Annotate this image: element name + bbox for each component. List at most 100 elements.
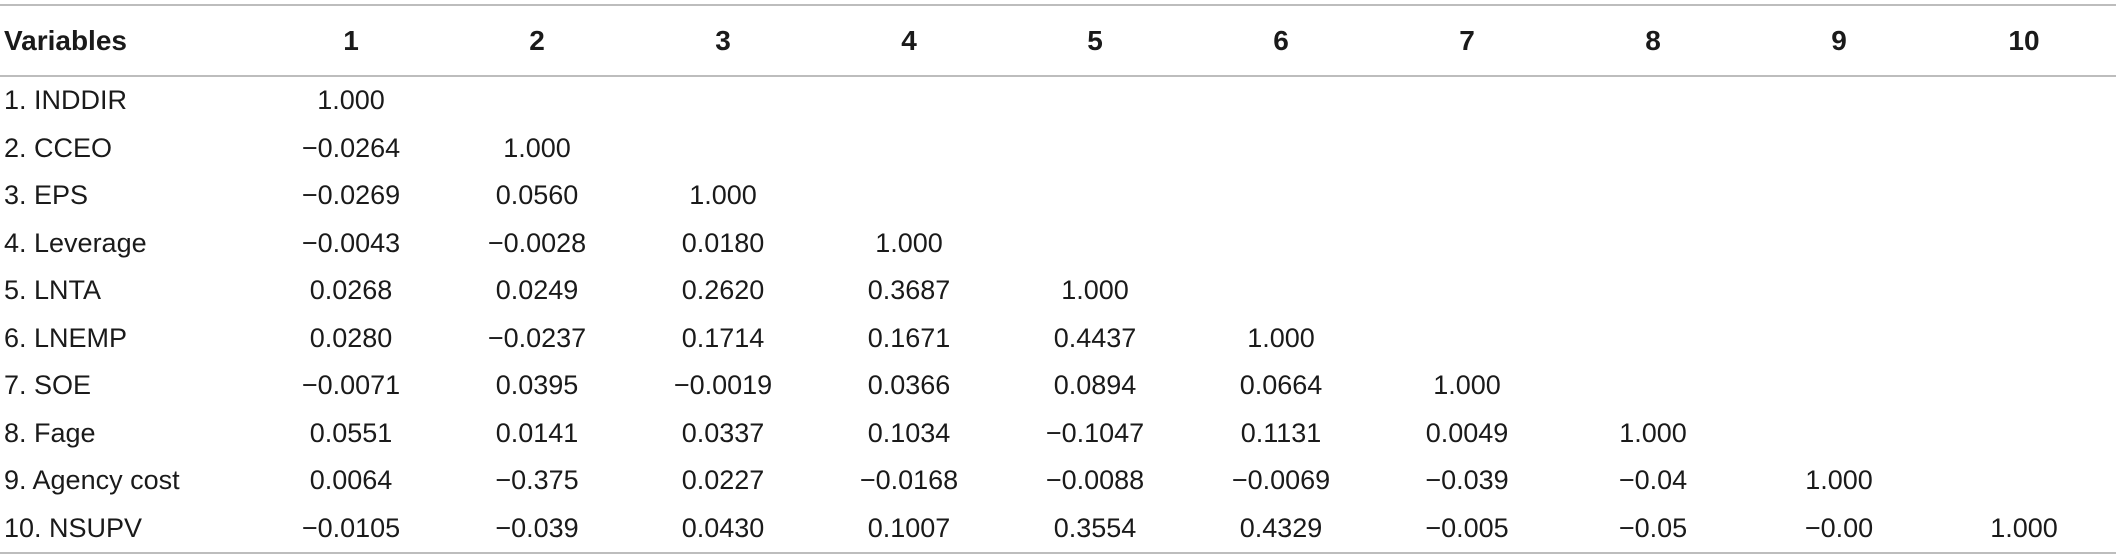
correlation-cell: 0.0280 (309, 322, 393, 353)
correlation-cell (1560, 76, 1746, 125)
correlation-cell (816, 125, 1002, 173)
correlation-cell (1932, 125, 2116, 173)
correlation-cell: −0.0269 (301, 180, 401, 211)
correlation-cell: −0.0168 (859, 465, 959, 496)
correlation-cell (1932, 172, 2116, 220)
correlation-cell (630, 125, 816, 173)
table-row: 5. LNTA 0.0268 0.0249 0.2620 0.3687 1.000 (0, 267, 2116, 315)
row-label-variable: 5. LNTA (4, 275, 102, 306)
correlation-cell (1002, 125, 1188, 173)
correlation-cell: −0.0069 (1231, 465, 1331, 496)
correlation-cell (1746, 267, 1932, 315)
correlation-cell: −0.05 (1560, 504, 1746, 554)
column-header-7: 7 (1374, 4, 1560, 77)
correlation-cell (1374, 172, 1560, 220)
correlation-cell: 0.0560 (495, 180, 579, 211)
column-header-8: 8 (1560, 4, 1746, 77)
correlation-cell: 0.0664 (1239, 370, 1323, 401)
row-label-variable: 10. NSUPV (0, 504, 258, 554)
correlation-cell (1932, 362, 2116, 410)
correlation-cell: 0.0180 (681, 227, 765, 258)
correlation-cell: −0.0071 (301, 370, 401, 401)
column-header-3: 3 (630, 4, 816, 77)
correlation-cell: 1.000 (1247, 322, 1315, 353)
correlation-cell: 0.0249 (495, 275, 579, 306)
correlation-cell (1560, 125, 1746, 173)
table-row: 3. EPS −0.0269 0.0560 1.000 (0, 172, 2116, 220)
correlation-cell (1932, 457, 2116, 505)
column-header-9: 9 (1746, 4, 1932, 77)
correlation-cell (1746, 172, 1932, 220)
correlation-cell: 0.1714 (681, 322, 765, 353)
correlation-cell (1188, 125, 1374, 173)
correlation-cell (1746, 315, 1932, 363)
table-row: 1. INDDIR 1.000 (0, 76, 2116, 125)
correlation-cell: −0.0264 (301, 132, 401, 163)
row-label-variable: 8. Fage (4, 417, 96, 448)
correlation-cell: 0.1671 (867, 322, 951, 353)
column-header-1: 1 (258, 4, 444, 77)
correlation-cell: −0.0088 (1045, 465, 1145, 496)
correlation-cell: 1.000 (689, 180, 757, 211)
correlation-cell: 0.0395 (495, 370, 579, 401)
table-row: 10. NSUPV −0.0105 −0.039 0.0430 0.1007 0.3554… (0, 504, 2116, 554)
correlation-cell (1188, 172, 1374, 220)
correlation-cell: 0.0227 (681, 465, 765, 496)
correlation-cell: 0.0551 (309, 417, 393, 448)
correlation-cell (816, 172, 1002, 220)
correlation-cell: −0.375 (495, 465, 579, 496)
table-row: 9. Agency cost 0.0064 −0.375 0.0227 −0.0168 −… (0, 457, 2116, 505)
correlation-cell: 1.000 (1433, 370, 1501, 401)
table-row: 6. LNEMP 0.0280 −0.0237 0.1714 0.1671 0.4437 1… (0, 315, 2116, 363)
correlation-cell: 0.1131 (1240, 417, 1322, 448)
correlation-cell: 0.0049 (1425, 417, 1509, 448)
correlation-cell (1374, 220, 1560, 268)
correlation-cell (1932, 220, 2116, 268)
table-body: 1. INDDIR 1.000 2. CCEO −0.0264 1.000 3. EPS −… (0, 76, 2116, 554)
correlation-cell (1188, 76, 1374, 125)
correlation-cell (1560, 172, 1746, 220)
row-label-variable: 4. Leverage (4, 227, 147, 258)
correlation-cell (1374, 315, 1560, 363)
correlation-cell: 1.000 (1061, 275, 1129, 306)
table-row: 8. Fage 0.0551 0.0141 0.0337 0.1034 −0.1047 0.… (0, 410, 2116, 458)
row-label-variable: 1. INDDIR (4, 85, 128, 116)
correlation-cell (1746, 76, 1932, 125)
correlation-cell: 0.0268 (309, 275, 393, 306)
column-header-variables: Variables (0, 4, 258, 77)
correlation-cell: 1.000 (503, 132, 571, 163)
correlation-cell: 0.4329 (1188, 504, 1374, 554)
correlation-cell: 0.3554 (1002, 504, 1188, 554)
correlation-cell: 1.000 (1619, 417, 1687, 448)
correlation-cell: −0.039 (1425, 465, 1509, 496)
correlation-cell (1560, 315, 1746, 363)
table-row: 4. Leverage −0.0043 −0.0028 0.0180 1.000 (0, 220, 2116, 268)
correlation-cell (1932, 267, 2116, 315)
correlation-cell: 0.4437 (1053, 322, 1137, 353)
row-label-variable: 2. CCEO (4, 132, 113, 163)
correlation-cell (1188, 267, 1374, 315)
correlation-cell: 1.000 (875, 227, 943, 258)
correlation-cell: −0.039 (444, 504, 630, 554)
row-label-variable: 6. LNEMP (4, 322, 128, 353)
correlation-cell: −0.0105 (258, 504, 444, 554)
correlation-cell: 0.0337 (681, 417, 765, 448)
correlation-cell (1932, 76, 2116, 125)
correlation-cell: 1.000 (1932, 504, 2116, 554)
correlation-cell: 1.000 (1805, 465, 1873, 496)
correlation-cell: 0.0064 (309, 465, 393, 496)
correlation-cell: 0.0366 (867, 370, 951, 401)
column-header-2: 2 (444, 4, 630, 77)
table-row: 2. CCEO −0.0264 1.000 (0, 125, 2116, 173)
correlation-cell: −0.00 (1746, 504, 1932, 554)
correlation-cell: −0.0043 (301, 227, 401, 258)
correlation-matrix-table: Variables 1 2 3 4 5 6 7 8 9 10 1. INDDIR… (0, 4, 2116, 554)
correlation-cell (1374, 267, 1560, 315)
row-label-variable: 7. SOE (4, 370, 92, 401)
table-row: 7. SOE −0.0071 0.0395 −0.0019 0.0366 0.0894 0.… (0, 362, 2116, 410)
correlation-cell: −0.0028 (487, 227, 587, 258)
correlation-cell: −0.1047 (1045, 417, 1145, 448)
correlation-cell (630, 76, 816, 125)
correlation-cell (1932, 315, 2116, 363)
